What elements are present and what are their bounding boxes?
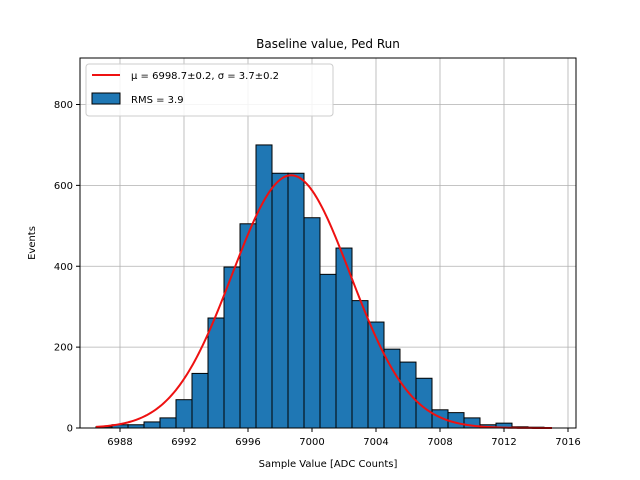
y-tick-label: 600 — [54, 181, 73, 192]
x-tick-label: 7000 — [299, 437, 324, 448]
y-tick-label: 200 — [54, 343, 73, 354]
histogram-bar — [255, 144, 273, 429]
x-tick-label: 7012 — [491, 437, 516, 448]
gaussian-fit-curve — [95, 174, 552, 429]
x-axis-ticks: 6988 6992 6996 7000 7004 7008 7012 7016 — [107, 428, 581, 448]
histogram-bar — [239, 223, 257, 429]
histogram-bar — [287, 172, 305, 429]
chart-title: Baseline value, Ped Run — [256, 37, 400, 51]
x-tick-label: 7008 — [427, 437, 452, 448]
plot-frame — [79, 57, 577, 429]
histogram-bar — [175, 399, 193, 429]
y-tick-label: 800 — [54, 100, 73, 111]
histogram-bar — [143, 421, 161, 429]
histogram-bar — [303, 217, 321, 429]
y-tick-label: 0 — [67, 424, 73, 435]
fit-curve-group — [95, 174, 552, 429]
x-tick-label: 7016 — [555, 437, 580, 448]
histogram-bar — [351, 300, 369, 429]
y-axis-title: Events — [27, 226, 38, 260]
histogram-bar — [319, 273, 337, 429]
histogram-bar — [271, 172, 289, 429]
y-axis-ticks: 0 200 400 600 800 — [54, 100, 80, 435]
legend-histogram-swatch — [91, 92, 121, 105]
histogram-bars — [95, 144, 545, 429]
x-tick-label: 7004 — [363, 437, 388, 448]
legend-fit-label: μ = 6998.7±0.2, σ = 3.7±0.2 — [131, 71, 279, 82]
legend-rms-label: RMS = 3.9 — [131, 95, 184, 106]
x-tick-label: 6996 — [235, 437, 260, 448]
x-tick-label: 6988 — [107, 437, 132, 448]
histogram-bar — [191, 372, 209, 429]
legend-box — [85, 63, 334, 117]
histogram-bar — [207, 317, 225, 429]
y-tick-label: 400 — [54, 262, 73, 273]
histogram-bar — [159, 417, 177, 429]
legend: μ = 6998.7±0.2, σ = 3.7±0.2 RMS = 3.9 — [85, 63, 334, 117]
histogram-bar — [399, 361, 417, 429]
x-tick-label: 6992 — [171, 437, 196, 448]
histogram-bar — [383, 348, 401, 429]
x-axis-title: Sample Value [ADC Counts] — [259, 459, 398, 470]
